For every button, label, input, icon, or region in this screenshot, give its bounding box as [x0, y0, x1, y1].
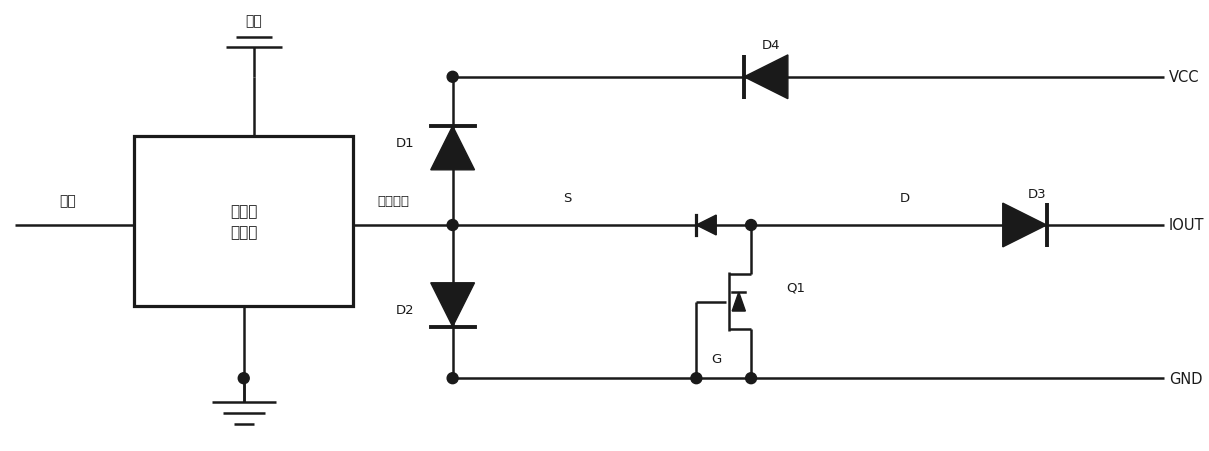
Text: Q1: Q1 [786, 281, 805, 294]
Text: D2: D2 [397, 304, 415, 317]
Circle shape [238, 373, 249, 384]
Text: D: D [901, 191, 910, 204]
Polygon shape [1002, 204, 1047, 247]
Circle shape [690, 373, 702, 384]
Text: 变送器
输出级: 变送器 输出级 [230, 203, 258, 239]
Circle shape [447, 72, 458, 83]
Text: IOUT: IOUT [1169, 218, 1204, 233]
Text: VCC: VCC [1169, 70, 1199, 85]
Text: 电流输出: 电流输出 [377, 194, 409, 207]
Polygon shape [744, 56, 788, 99]
Circle shape [447, 220, 458, 231]
Text: 输入: 输入 [59, 193, 76, 207]
Polygon shape [430, 127, 474, 170]
Polygon shape [696, 216, 716, 235]
Text: G: G [711, 352, 722, 365]
Text: 电源: 电源 [245, 14, 262, 28]
Text: D1: D1 [397, 137, 415, 150]
Circle shape [746, 373, 757, 384]
Circle shape [746, 220, 757, 231]
Text: D3: D3 [1028, 187, 1046, 200]
Polygon shape [430, 283, 474, 327]
Text: D4: D4 [762, 39, 780, 52]
Text: GND: GND [1169, 371, 1203, 386]
Text: S: S [563, 191, 571, 204]
Polygon shape [733, 293, 746, 311]
Bar [134, 137, 353, 306]
Circle shape [447, 373, 458, 384]
